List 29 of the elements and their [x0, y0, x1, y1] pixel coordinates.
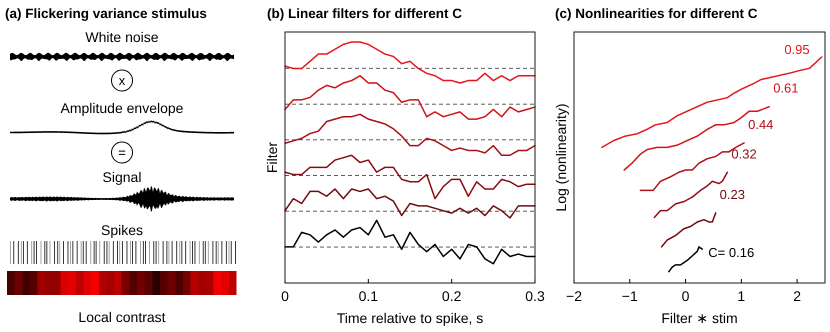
- y-axis-title: Filter: [264, 142, 280, 174]
- text: Signal: [102, 169, 142, 185]
- text: (a) Flickering variance stimulus: [5, 6, 207, 21]
- x-tick-label: −1: [622, 288, 638, 304]
- text: x: [118, 73, 126, 88]
- text: =: [118, 145, 126, 160]
- series-label: 0.95: [784, 42, 810, 57]
- text: Local contrast: [78, 309, 166, 325]
- x-tick-label: 0: [682, 288, 690, 304]
- series-label: 0.23: [720, 186, 745, 202]
- y-axis-title: Log (nonlinearity): [553, 103, 569, 212]
- series-label: 0.44: [748, 116, 774, 132]
- series-label: C= 0.16: [708, 245, 754, 260]
- x-axis-title: Filter ∗ stim: [661, 310, 738, 326]
- text: White noise: [85, 29, 159, 45]
- chart-title: (c) Nonlinearities for different C: [555, 6, 758, 21]
- text: Spikes: [100, 222, 144, 238]
- series-label: 0.32: [731, 146, 757, 162]
- x-axis-title: Time relative to spike, s: [336, 310, 484, 326]
- x-tick-label: 0.2: [442, 288, 462, 304]
- series-label: 0.61: [773, 80, 799, 96]
- x-tick-label: 0.1: [358, 288, 378, 304]
- x-tick-label: 1: [737, 288, 746, 304]
- chart-title: (b) Linear filters for different C: [267, 6, 462, 21]
- x-tick-label: 0.3: [525, 288, 545, 304]
- x-tick-label: 0: [281, 288, 290, 304]
- x-tick-label: 2: [793, 288, 802, 304]
- x-tick-label: −2: [566, 288, 582, 304]
- text: Amplitude envelope: [60, 100, 184, 116]
